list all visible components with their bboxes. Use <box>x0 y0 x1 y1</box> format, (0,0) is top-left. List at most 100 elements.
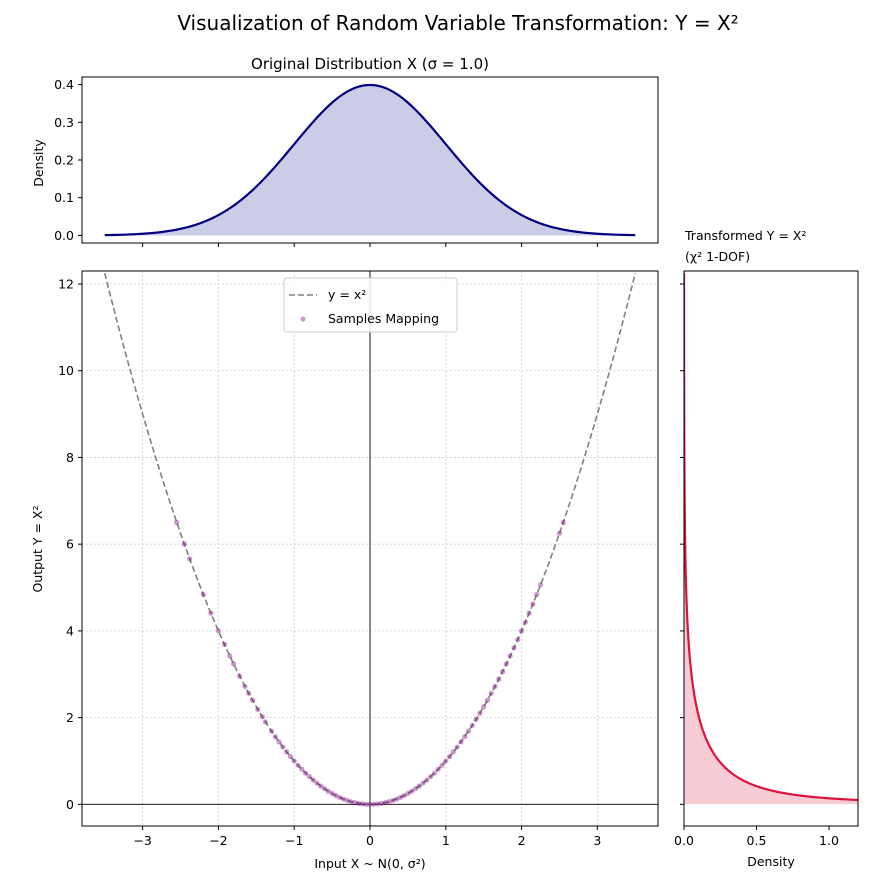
main-sample-point-32 <box>329 790 335 797</box>
main-sample-point-88 <box>556 530 563 536</box>
main-sample-point-58 <box>428 773 434 780</box>
main-grid <box>82 271 658 826</box>
main-sample-point-25 <box>302 770 309 776</box>
main-ylabel: Output Y = X² <box>30 505 45 592</box>
side-frame <box>683 270 859 827</box>
top-title: Original Distribution X (σ = 1.0) <box>251 55 489 73</box>
main-sample-point-75 <box>492 683 498 689</box>
suptitle: Visualization of Random Variable Transfo… <box>177 11 738 35</box>
main-sample-point-41 <box>363 801 369 807</box>
main-sample-point-61 <box>439 762 445 768</box>
main-sample-point-8 <box>230 661 237 667</box>
main-curve-y-equals-x2 <box>103 272 637 806</box>
main-xtick-label-1: −2 <box>209 833 227 848</box>
main-sample-point-70 <box>473 716 479 722</box>
main-xtick-label-2: −1 <box>285 833 303 848</box>
side-title: Transformed Y = X² <box>684 228 806 243</box>
main-sample-point-2 <box>187 556 193 562</box>
main-sample-point-78 <box>503 661 510 667</box>
main-sample-point-9 <box>237 673 243 679</box>
main-sample-point-12 <box>249 697 256 703</box>
main-sample-point-7 <box>227 653 233 659</box>
side-subtitle: (χ² 1-DOF) <box>685 249 750 264</box>
main-sample-point-89 <box>560 519 566 526</box>
legend-label-samples: Samples Mapping <box>328 311 439 326</box>
top-ytick-label-2: 0.2 <box>54 153 74 168</box>
main-xtick-label-5: 2 <box>518 833 526 848</box>
main-sample-point-26 <box>306 773 312 780</box>
main-sample-point-16 <box>268 728 275 734</box>
main-sample-point-0 <box>174 519 180 526</box>
main-ytick-label-6: 12 <box>58 277 74 292</box>
main-sample-point-37 <box>348 799 354 805</box>
main-sample-point-23 <box>295 762 301 768</box>
top-axes: 0.0 0.1 0.2 0.3 0.4 <box>54 77 598 247</box>
legend-scatter-marker <box>300 316 306 322</box>
main-xtick-label-0: −3 <box>133 833 151 848</box>
main-sample-point-21 <box>287 754 294 760</box>
main-sample-point-79 <box>507 653 513 659</box>
main-sample-point-22 <box>291 758 297 764</box>
main-sample-point-56 <box>420 780 426 786</box>
main-sample-point-53 <box>409 788 415 794</box>
main-xtick-label-6: 3 <box>593 833 601 848</box>
main-ytick-label-3: 6 <box>66 537 74 552</box>
main-sample-point-81 <box>515 636 521 643</box>
main-sample-point-30 <box>321 786 328 792</box>
main-sample-point-38 <box>352 799 358 806</box>
main-sample-point-15 <box>262 719 269 725</box>
side-xtick-label-1: 0.5 <box>747 833 767 848</box>
main-sample-point-51 <box>401 793 407 799</box>
main-sample-point-18 <box>276 739 282 745</box>
main-xtick-label-4: 1 <box>442 833 450 848</box>
main-sample-point-63 <box>446 754 453 760</box>
side-density-line <box>684 273 858 802</box>
main-plot-area <box>103 272 637 807</box>
main-sample-point-50 <box>397 794 403 800</box>
top-plot-area <box>104 83 636 237</box>
main-sample-point-17 <box>272 734 278 740</box>
main-sample-point-39 <box>356 800 362 807</box>
top-density-fill <box>104 84 636 236</box>
main-sample-point-74 <box>488 690 494 696</box>
top-density-line <box>104 83 636 237</box>
main-sample-point-65 <box>454 744 460 750</box>
main-sample-point-87 <box>537 582 544 588</box>
main-sample-point-34 <box>337 794 343 800</box>
main-ytick-label-5: 10 <box>58 363 74 378</box>
main-sample-point-66 <box>458 739 464 745</box>
main-sample-point-3 <box>200 591 206 598</box>
main-sample-point-76 <box>496 676 502 682</box>
main-sample-point-86 <box>534 591 540 598</box>
main-sample-point-5 <box>215 628 222 634</box>
top-ytick-label-1: 0.1 <box>54 190 74 205</box>
top-frame <box>81 76 659 244</box>
main-sample-point-67 <box>462 734 468 740</box>
legend-box <box>283 277 458 333</box>
main-sample-point-82 <box>518 628 525 634</box>
main-sample-point-11 <box>246 690 252 696</box>
main-sample-point-71 <box>477 710 483 716</box>
main-sample-point-14 <box>259 714 265 720</box>
main-ytick-label-1: 2 <box>66 710 74 725</box>
legend-label-curve: y = x² <box>328 287 366 302</box>
main-sample-point-52 <box>405 790 411 797</box>
main-sample-point-31 <box>325 788 331 794</box>
main-sample-point-6 <box>221 641 228 647</box>
main-sample-point-85 <box>530 601 536 607</box>
main-xtick-label-3: 0 <box>366 833 374 848</box>
main-sample-point-60 <box>435 766 441 772</box>
main-sample-point-24 <box>299 766 305 772</box>
main-sample-point-35 <box>340 796 347 802</box>
main-sample-point-73 <box>484 697 491 703</box>
side-xtick-label-2: 1.0 <box>819 833 839 848</box>
main-sample-point-72 <box>481 704 487 710</box>
main-sample-point-4 <box>208 610 214 616</box>
main-sample-point-29 <box>318 783 324 789</box>
main-sample-point-54 <box>412 786 419 792</box>
main-sample-point-28 <box>314 780 320 786</box>
main-sample-point-55 <box>416 783 422 789</box>
main-sample-point-57 <box>424 777 430 783</box>
top-ylabel: Density <box>31 139 46 187</box>
